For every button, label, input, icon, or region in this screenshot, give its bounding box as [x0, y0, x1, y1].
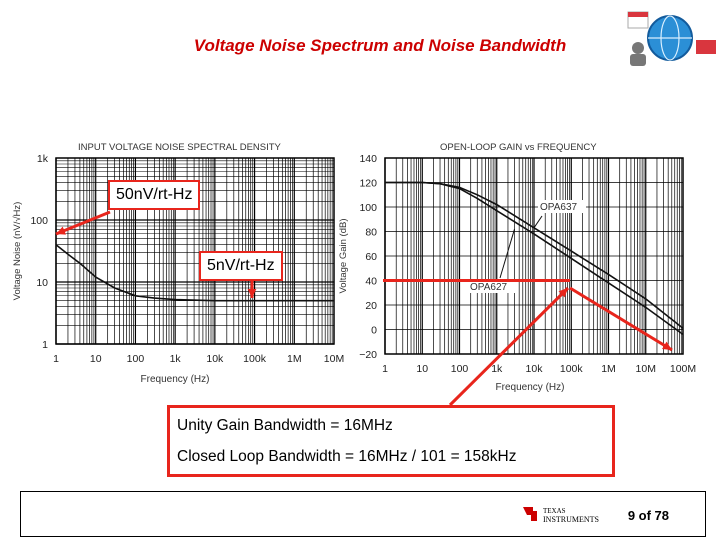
series-label-bg: [538, 200, 586, 213]
arrow-unity: [569, 286, 673, 352]
x-tick-label: 100M: [670, 363, 696, 375]
y-axis-label: Voltage Gain (dB): [338, 219, 349, 294]
series-label: OPA627: [470, 282, 507, 293]
y-tick-label: 1k: [37, 153, 49, 165]
page-number: 9 of 78: [627, 508, 669, 523]
y-tick-label: 100: [359, 202, 377, 214]
y-tick-label: 100: [30, 215, 48, 227]
brand-line2: INSTRUMENTS: [543, 515, 599, 524]
x-tick-label: 1: [53, 353, 59, 365]
series-label-bg: [468, 280, 516, 293]
plot-frame: [55, 157, 335, 345]
x-tick-label: 1M: [601, 363, 616, 375]
y-tick-label: 120: [359, 178, 377, 190]
y-tick-label: 80: [365, 227, 377, 239]
x-tick-label: 1M: [287, 353, 302, 365]
texas-instruments-logo: TEXAS INSTRUMENTS: [523, 507, 599, 524]
noise-density-chart: 1 10 100 1k 10k 100k 1M 10M 1 10 100 1k INPUT VOLTAG…: [12, 142, 344, 385]
arrow-5nv-head: [247, 288, 257, 298]
x-tick-label: 100k: [560, 363, 584, 375]
series-line: [55, 244, 334, 302]
slide-title: Voltage Noise Spectrum and Noise Bandwid…: [193, 36, 567, 55]
y-tick-label: 10: [36, 277, 48, 289]
x-tick-label: 1: [382, 363, 388, 375]
series-line: [385, 181, 684, 336]
series-label-leader: [499, 228, 516, 279]
y-tick-label: 140: [359, 153, 377, 165]
x-axis-label: Frequency (Hz): [141, 374, 210, 385]
y-tick-label: 0: [371, 325, 377, 337]
chart-title: OPEN-LOOP GAIN vs FREQUENCY: [440, 142, 597, 153]
y-tick-label: 1: [42, 339, 48, 351]
x-tick-label: 100k: [243, 353, 267, 365]
series-label-leader: [533, 215, 543, 229]
arrow-crossover-head: [558, 288, 568, 298]
y-tick-label: 20: [365, 300, 377, 312]
globe-people-logo: [627, 11, 716, 66]
arrow-unity-head: [662, 341, 672, 350]
x-tick-label: 1k: [491, 363, 503, 375]
x-axis-label: Frequency (Hz): [496, 382, 565, 393]
plot-frame: [384, 157, 684, 355]
x-tick-label: 10M: [636, 363, 656, 375]
x-tick-label: 100: [451, 363, 469, 375]
bandwidth-box: Unity Gain Bandwidth = 16MHz Closed Loop…: [167, 405, 615, 477]
y-tick-label: 60: [365, 251, 377, 263]
callout-5nv: 5nV/rt-Hz: [199, 251, 283, 281]
y-tick-label: −20: [359, 349, 377, 361]
series-label: OPA637: [540, 202, 577, 213]
arrow-crossover: [448, 286, 570, 407]
x-tick-label: 10k: [206, 353, 224, 365]
x-tick-label: 10: [416, 363, 428, 375]
x-tick-label: 10k: [526, 363, 544, 375]
y-tick-label: 40: [365, 276, 377, 288]
closed-loop-text: Closed Loop Bandwidth = 16MHz / 101 = 15…: [177, 448, 517, 465]
x-tick-label: 1k: [170, 353, 182, 365]
arrow-50nv-head: [56, 226, 66, 235]
unity-gain-text: Unity Gain Bandwidth = 16MHz: [177, 417, 393, 434]
x-tick-label: 10: [90, 353, 102, 365]
x-tick-label: 10M: [324, 353, 344, 365]
arrow-50nv: [55, 210, 111, 236]
chart-title: INPUT VOLTAGE NOISE SPECTRAL DENSITY: [78, 142, 282, 153]
x-tick-label: 100: [127, 353, 145, 365]
footer-bar: TEXAS INSTRUMENTS 9 of 78: [20, 491, 706, 537]
callout-50nv: 50nV/rt-Hz: [108, 180, 201, 210]
brand-line1: TEXAS: [543, 507, 566, 515]
y-axis-label: Voltage Noise (nV/√Hz): [12, 202, 23, 301]
open-loop-gain-chart: 1 10 100 1k 10k 100k 1M 10M 100M −20 0 20 40 60 80 100 1…: [338, 142, 696, 393]
